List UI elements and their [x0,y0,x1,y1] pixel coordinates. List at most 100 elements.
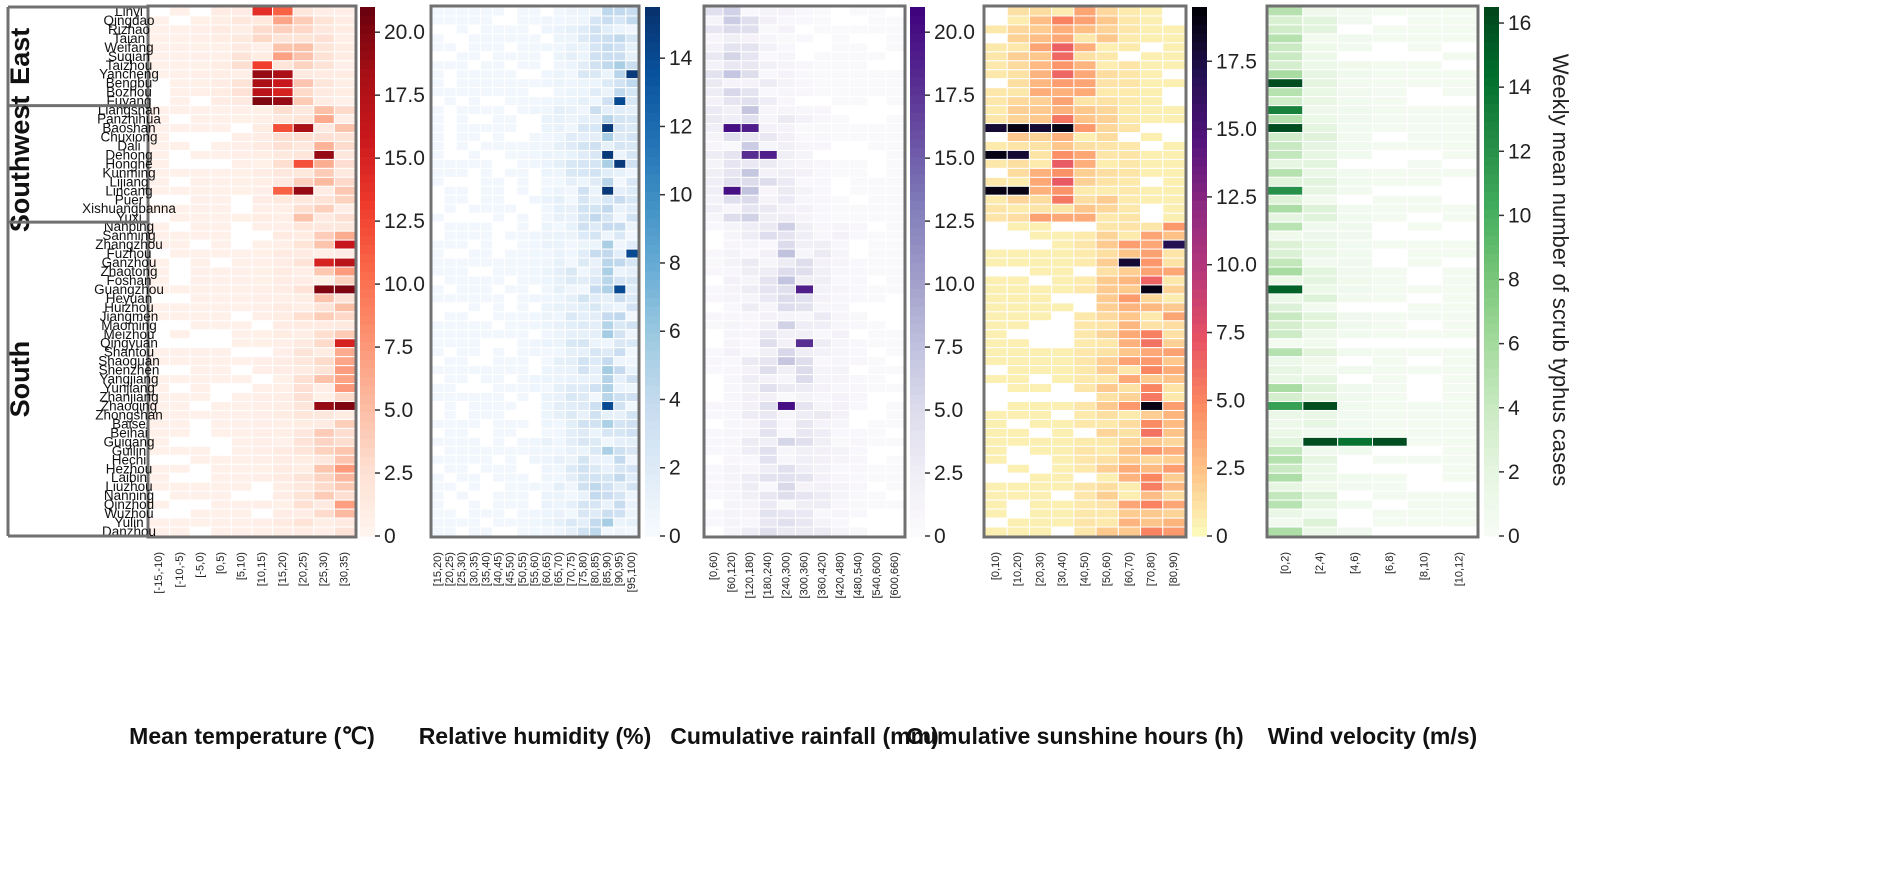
heatmap-cell [1441,221,1478,232]
heatmap-cell [492,248,506,259]
colorbar-segment [1484,527,1499,537]
colorbar-segment [1192,33,1207,43]
heatmap-cell [455,365,469,376]
heatmap-cell [758,257,778,268]
heatmap-cell [169,24,191,35]
heatmap-cell [564,176,578,187]
city-label: Puer [115,192,144,207]
heatmap-cell [758,140,778,151]
heatmap-cell [1337,517,1374,528]
heatmap-cell [564,69,578,80]
heatmap-cell [1302,123,1339,134]
heatmap-cell [443,481,457,492]
heatmap-cell [431,409,445,420]
heatmap-cell [813,176,833,187]
heatmap-cell [251,284,274,295]
colorbar-segment [910,439,925,449]
heatmap-cell [576,15,591,26]
heatmap-cell [455,239,469,250]
heatmap-cell [443,266,457,277]
heatmap-cell [1095,266,1119,277]
heatmap-cell [1162,33,1186,44]
heatmap-cell [849,60,869,71]
heatmap-cell [1073,311,1097,322]
heatmap-cell [1406,275,1443,286]
heatmap-cell [1117,6,1142,17]
heatmap-cell [230,454,253,465]
heatmap-cell [540,194,554,205]
heatmap-cell [504,490,518,501]
heatmap-cell [984,51,1008,62]
colorbar-segment [645,59,660,70]
heatmap-cell [1441,51,1478,62]
heatmap-cell [758,401,778,411]
heatmap-cell [1337,78,1374,89]
heatmap-cell [589,463,603,474]
heatmap-cell [479,472,494,483]
heatmap-cell [516,194,530,205]
heatmap-cell [333,392,356,403]
heatmap-cell [251,356,274,367]
heatmap-cell [313,329,335,340]
heatmap-cell [984,60,1008,71]
heatmap-cell [1372,526,1408,537]
heatmap-cell [625,320,639,331]
colorbar-segment [360,456,375,467]
city-label: Liuzhou [105,479,152,494]
heatmap-cell [794,203,815,214]
heatmap-cell [230,329,253,340]
heatmap-cell [984,302,1008,313]
heatmap-cell [625,6,639,17]
heatmap-cell [813,167,833,178]
heatmap-cell [333,257,356,268]
heatmap-cell [564,132,578,142]
colorbar-tick-label: 12 [1508,140,1531,163]
heatmap-cell [1028,472,1053,483]
heatmap-cell [479,96,494,107]
heatmap-cell [169,329,191,340]
heatmap-cell [504,275,518,286]
heatmap-cell [813,454,833,465]
heatmap-cell [516,33,530,44]
heatmap-cell [467,248,481,259]
heatmap-cell [589,338,603,349]
heatmap-cell [758,383,778,394]
heatmap-cell [625,329,639,340]
heatmap-cell [776,472,796,483]
heatmap-cell [516,69,530,80]
heatmap-cell [984,6,1008,17]
heatmap-cell [740,60,760,71]
heatmap-cell [1372,275,1408,286]
heatmap-cell [292,508,315,519]
heatmap-cell [230,490,253,501]
heatmap-cell [492,311,506,322]
heatmap-cell [230,445,253,456]
heatmap-cell [1117,149,1142,160]
heatmap-cell [758,42,778,53]
heatmap-cell [1073,418,1097,429]
heatmap-cell [831,69,851,80]
colorbar-segment [910,103,925,114]
city-label: Ganzhou [102,255,157,270]
heatmap-cell [831,409,851,420]
colorbar-segment [360,209,375,220]
colorbar-segment [1484,15,1499,26]
heatmap-cell [704,230,724,241]
heatmap-cell [467,96,481,107]
colorbar-segment [645,315,660,325]
colorbar-segment [645,218,660,229]
heatmap-cell [813,185,833,196]
heatmap-cell [984,401,1008,411]
heatmap-cell [1162,212,1186,223]
heatmap-cell [1162,374,1186,385]
heatmap-cell [1140,239,1164,250]
heatmap-cell [1117,293,1142,304]
heatmap-cell [625,257,639,268]
heatmap-cell [1140,284,1164,295]
heatmap-cell [443,149,457,160]
heatmap-cell [528,472,542,483]
heatmap-cell [625,436,639,447]
heatmap-cell [230,87,253,98]
heatmap-cell [313,78,335,89]
heatmap-cell [1441,463,1478,474]
